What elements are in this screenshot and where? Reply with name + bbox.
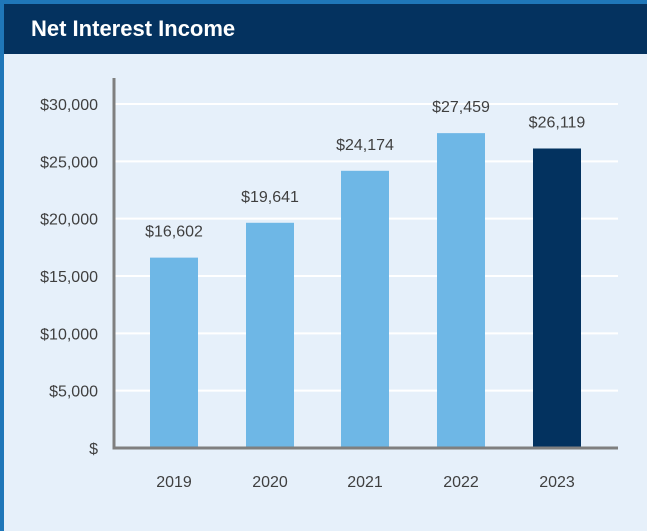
bar-2019 <box>150 257 198 448</box>
x-tick-label: 2023 <box>539 474 575 491</box>
chart-title: Net Interest Income <box>31 16 236 41</box>
data-label: $27,459 <box>432 99 490 116</box>
y-tick-label: $5,000 <box>49 384 98 401</box>
data-label: $19,641 <box>241 189 299 206</box>
bar-2023 <box>533 148 581 448</box>
y-tick-label: $15,000 <box>40 269 98 286</box>
x-tick-label: 2019 <box>156 474 192 491</box>
y-tick-label: $25,000 <box>40 154 98 171</box>
card-header: Net Interest Income <box>4 4 647 54</box>
data-label: $26,119 <box>529 115 586 132</box>
x-tick-label: 2021 <box>347 474 383 491</box>
x-tick-label: 2022 <box>443 474 479 491</box>
data-label: $16,602 <box>145 224 203 241</box>
bar-2021 <box>341 170 389 448</box>
data-label: $24,174 <box>336 137 394 154</box>
y-tick-label: $ <box>89 441 98 458</box>
x-tick-label: 2020 <box>252 474 288 491</box>
bar-2022 <box>437 133 485 449</box>
bar-2020 <box>246 222 294 448</box>
y-tick-label: $20,000 <box>40 212 98 229</box>
y-tick-label: $10,000 <box>40 326 98 343</box>
y-tick-label: $30,000 <box>40 97 98 114</box>
